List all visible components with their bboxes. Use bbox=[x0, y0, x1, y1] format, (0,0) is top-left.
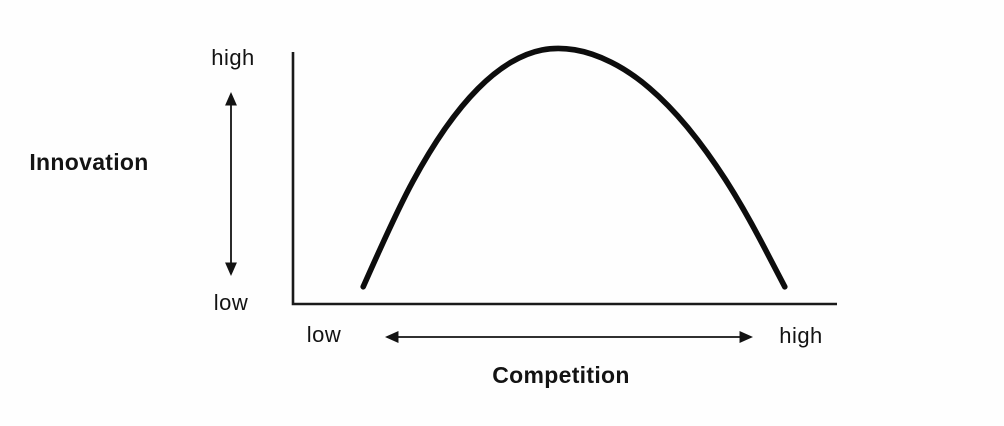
x-axis-tick-low: low bbox=[306, 322, 342, 347]
y-axis-title: Innovation bbox=[29, 149, 149, 175]
x-axis-tick-high: high bbox=[779, 323, 823, 348]
axis-frame bbox=[291, 52, 837, 306]
innovation-curve bbox=[360, 45, 788, 290]
y-axis-tick-low: low bbox=[213, 290, 249, 315]
x-axis-title: Competition bbox=[492, 362, 630, 388]
y-axis-tick-high: high bbox=[211, 45, 255, 70]
